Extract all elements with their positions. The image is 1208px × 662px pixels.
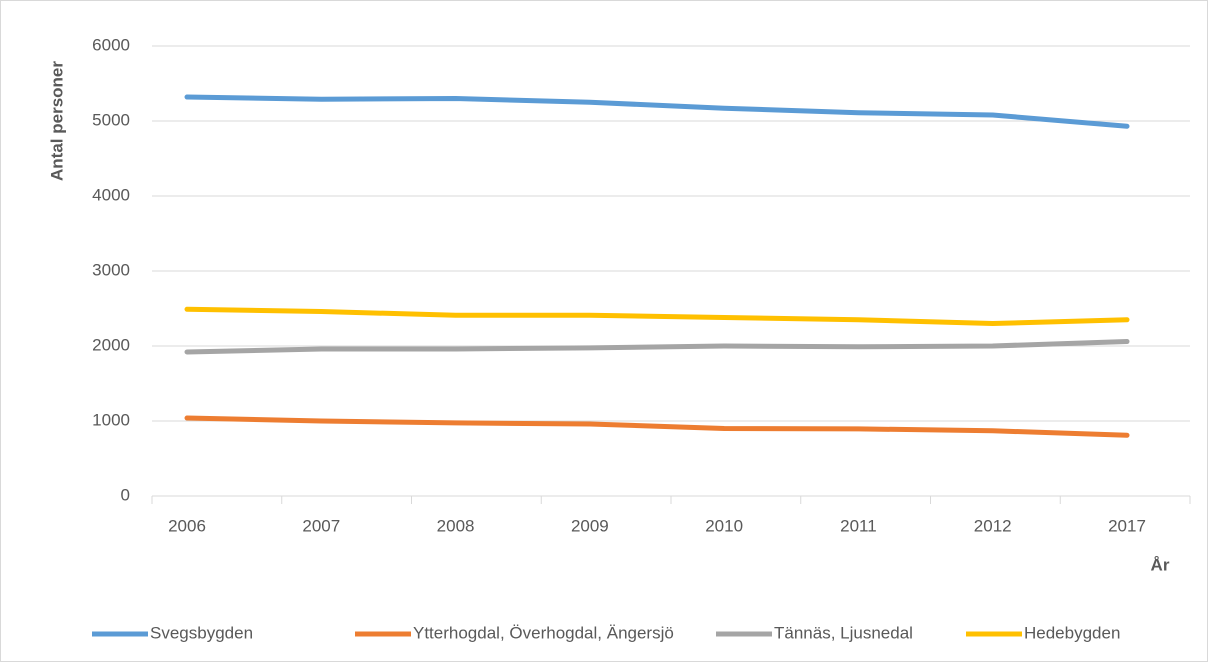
y-tick-label: 3000: [92, 260, 130, 279]
legend-label: Svegsbygden: [150, 623, 253, 642]
line-series: [184, 339, 1130, 355]
y-axis-title: Antal personer: [47, 61, 66, 181]
x-tick-label: 2009: [571, 516, 609, 535]
x-tick-label: 2011: [840, 516, 877, 535]
y-tick-label: 4000: [92, 185, 130, 204]
x-axis-title: År: [1151, 555, 1170, 574]
x-tick-label: 2007: [302, 516, 340, 535]
x-tick-label: 2008: [437, 516, 475, 535]
line-series: [184, 306, 1130, 326]
legend-label: Ytterhogdal, Överhogdal, Ängersjö: [413, 623, 674, 642]
legend-label: Tännäs, Ljusnedal: [774, 623, 913, 642]
line-series: [184, 94, 1130, 129]
y-tick-label: 5000: [92, 110, 130, 129]
x-tick-label: 2012: [974, 516, 1012, 535]
y-tick-label: 1000: [92, 410, 130, 429]
y-tick-label: 0: [121, 485, 130, 504]
legend-label: Hedebygden: [1024, 623, 1120, 642]
y-tick-label: 6000: [92, 35, 130, 54]
y-tick-label: 2000: [92, 335, 130, 354]
x-tick-label: 2010: [705, 516, 743, 535]
x-tick-label: 2017: [1108, 516, 1146, 535]
line-series: [184, 415, 1130, 438]
x-tick-label: 2006: [168, 516, 206, 535]
